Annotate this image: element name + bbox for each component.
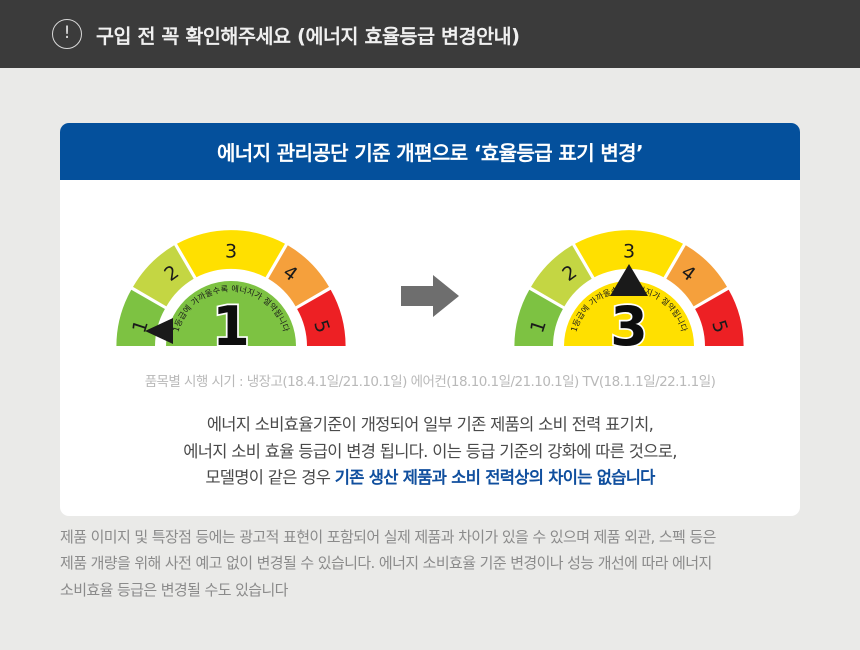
segment-3: [177, 229, 285, 277]
notice-paragraph-line-3: 모델명이 같은 경우 기존 생산 제품과 소비 전력상의 차이는 없습니다: [60, 465, 800, 492]
after-inner-disc: [564, 280, 694, 346]
after-gauge-segments: [514, 229, 744, 346]
segment-4: [268, 244, 329, 306]
notice-paragraph-highlight: 기존 생산 제품과 소비 전력상의 차이는 없습니다: [334, 468, 656, 488]
card-body: 1 2 3 4 5 1등급에 가까울수록 에너지가 절약됩니다: [60, 180, 800, 516]
segment-2: [531, 244, 592, 306]
energy-grade-notice-card: 에너지 관리공단 기준 개편으로 ‘효율등급 표기 변경’ 1: [60, 123, 800, 517]
segment-3: [575, 229, 683, 277]
segment-label-3: 3: [225, 240, 237, 262]
before-grade-number: 1: [212, 295, 250, 353]
notice-header-content: ! 구입 전 꼭 확인해주세요 (에너지 효율등급 변경안내): [52, 19, 520, 49]
disclaimer-line-3: 소비효율 등급은 변경될 수도 있습니다: [60, 580, 288, 599]
before-gauge-pointer: [145, 317, 173, 344]
notice-paragraph: 에너지 소비효율기준이 개정되어 일부 기존 제품의 소비 전력 표기치, 에너…: [60, 412, 800, 492]
schedule-note: 품목별 시행 시기 : 냉장고(18.4.1일/21.10.1일) 에어컨(18…: [144, 374, 716, 390]
exclamation-glyph: !: [63, 22, 71, 43]
disclaimer-line-2: 제품 개량을 위해 사전 예고 없이 변경될 수 있습니다. 에너지 소비효율 …: [60, 554, 712, 573]
segment-5: [695, 289, 744, 346]
gauge-comparison-row: 1 2 3 4 5 1등급에 가까울수록 에너지가 절약됩니다: [60, 180, 800, 362]
notice-paragraph-line-1: 에너지 소비효율기준이 개정되어 일부 기존 제품의 소비 전력 표기치,: [206, 415, 654, 434]
after-gauge-svg: 1 2 3 4 5 1등급에 가까울수록 에너지가 절약됩니다 3: [514, 229, 744, 353]
segment-label-3: 3: [623, 240, 635, 262]
exclamation-circle-icon: !: [52, 19, 82, 49]
notice-header-title: 구입 전 꼭 확인해주세요 (에너지 효율등급 변경안내): [96, 24, 520, 48]
segment-2: [133, 244, 194, 306]
segment-5: [297, 289, 346, 346]
notice-paragraph-line-2: 에너지 소비 효율 등급이 변경 됩니다. 이는 등급 기준의 강화에 따른 것…: [183, 441, 677, 461]
product-disclaimer: 제품 이미지 및 특장점 등에는 광고적 표현이 포함되어 실제 제품과 차이가…: [60, 524, 800, 603]
disclaimer-line-1: 제품 이미지 및 특장점 등에는 광고적 표현이 포함되어 실제 제품과 차이가…: [60, 528, 716, 546]
before-gauge: 1 2 3 4 5 1등급에 가까울수록 에너지가 절약됩니다: [111, 208, 351, 353]
after-grade-number: 3: [610, 295, 648, 353]
before-inner-disc: [166, 280, 296, 346]
before-gauge-segments: [116, 229, 346, 346]
card-header-title: 에너지 관리공단 기준 개편으로 ‘효율등급 표기 변경’: [217, 141, 644, 165]
segment-4: [666, 244, 727, 306]
after-gauge: 1 2 3 4 5 1등급에 가까울수록 에너지가 절약됩니다 3: [509, 208, 749, 353]
notice-header-bar: ! 구입 전 꼭 확인해주세요 (에너지 효율등급 변경안내): [0, 0, 860, 68]
right-arrow-svg: [401, 275, 459, 317]
segment-1: [514, 289, 563, 346]
card-header: 에너지 관리공단 기준 개편으로 ‘효율등급 표기 변경’: [60, 123, 800, 180]
before-gauge-svg: 1 2 3 4 5 1등급에 가까울수록 에너지가 절약됩니다: [116, 229, 346, 353]
right-arrow-icon: [399, 273, 461, 319]
after-gauge-pointer: [610, 263, 648, 296]
notice-paragraph-line-3-prefix: 모델명이 같은 경우: [205, 468, 335, 488]
